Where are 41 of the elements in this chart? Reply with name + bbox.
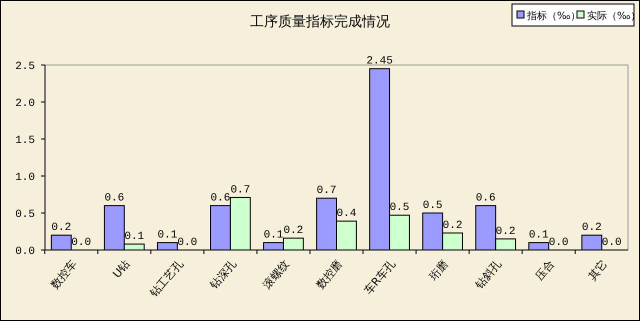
data-label: 0.2 [496,226,516,238]
data-label: 0.6 [104,192,124,205]
data-label: 0.6 [476,192,496,205]
x-tick-label: 车R车孔 [362,258,398,298]
x-tick-label: 钻深孔 [206,258,239,292]
data-label: 0.0 [548,237,569,249]
chart-title: 工序质量指标完成情况 [250,14,390,30]
data-label: 0.0 [71,237,92,249]
x-tick-label: 压合 [532,258,557,283]
x-tick-label: 数控车 [48,258,80,292]
data-label: 0.0 [602,237,622,249]
x-tick-label: 数控磨 [314,258,345,292]
data-label: 0.2 [582,222,602,234]
data-label: 0.2 [442,220,462,232]
data-label: 0.2 [283,225,304,238]
data-label: 0.1 [158,230,178,242]
data-label: 0.1 [528,230,550,242]
data-label: 0.1 [124,231,145,244]
x-tick-label: 其它 [586,258,610,283]
data-label: 0.0 [177,237,198,249]
x-tick-label: 钻工艺孔 [146,258,186,300]
x-tick-label: 珩磨 [426,258,451,283]
y-tick-label: 1.0 [15,172,35,184]
data-label: 0.6 [210,192,230,205]
data-label: 0.2 [51,222,72,234]
y-tick-label: 2.5 [15,60,35,73]
y-tick-label: 0.5 [15,208,35,221]
data-label: 0.1 [264,230,284,242]
x-tick-label: 钻斜孔 [472,258,504,292]
data-label: 0.5 [390,202,410,214]
data-label: 0.7 [230,184,250,196]
x-tick-label: 滚螺纹 [260,258,292,292]
y-tick-label: 2.0 [15,98,35,110]
x-tick-label: U钻 [110,258,133,281]
data-label: 2.45 [366,56,393,68]
data-label: 0.7 [316,185,336,198]
data-label: 0.5 [422,200,443,212]
legend-label: 指标（‰） [526,10,580,22]
y-tick-label: 0.0 [15,246,35,258]
y-tick-label: 1.5 [15,134,35,147]
data-label: 0.4 [336,208,357,220]
